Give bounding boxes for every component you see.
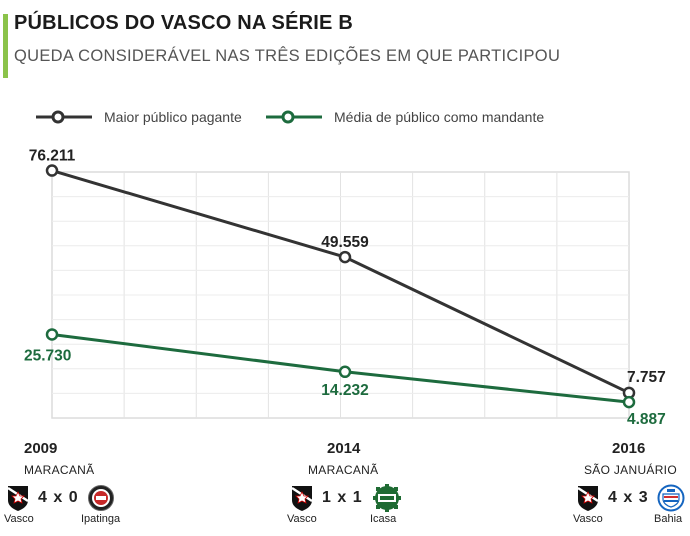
point-avg-2014: [338, 365, 352, 379]
score-2014: 1 x 1: [322, 489, 363, 506]
ipatinga-crest-icon: [87, 485, 114, 511]
page-title: PÚBLICOS DO VASCO NA SÉRIE B: [14, 12, 353, 34]
x-tick-2016: 2016: [612, 440, 646, 457]
page-subtitle: QUEDA CONSIDERÁVEL NAS TRÊS EDIÇÕES EM Q…: [14, 47, 561, 65]
chart-data-labels: 76.211 49.559 7.757 25.730 14.232 4.887: [24, 148, 666, 429]
data-label-max-2009: 76.211: [29, 148, 76, 165]
match-2009: 4 x 0: [6, 483, 115, 513]
legend-item-max: Maior público pagante: [36, 107, 242, 127]
home-team-2009: Vasco: [4, 513, 34, 525]
home-team-2014: Vasco: [287, 513, 317, 525]
score-2016: 4 x 3: [608, 489, 649, 506]
score-2009: 4 x 0: [38, 489, 79, 506]
data-label-avg-2009: 25.730: [24, 347, 71, 364]
line-chart: 76.211 49.559 7.757 25.730 14.232 4.887: [24, 148, 666, 429]
title-accent-bar: [3, 14, 8, 78]
point-avg-2009: [45, 328, 59, 341]
icasa-crest-icon: [372, 484, 401, 512]
legend-item-avg: Média de público como mandante: [266, 107, 544, 127]
point-max-2014: [338, 250, 352, 264]
legend-swatch-max: [36, 110, 92, 124]
point-max-2009: [45, 164, 59, 177]
data-label-avg-2016: 4.887: [627, 411, 666, 428]
vasco-crest-icon: [291, 486, 313, 511]
data-label-avg-2014: 14.232: [321, 382, 368, 399]
x-tick-2014: 2014: [327, 440, 361, 457]
data-label-max-2016: 7.757: [627, 369, 666, 386]
vasco-crest-icon: [7, 486, 29, 511]
bahia-crest-icon: [657, 484, 685, 512]
vasco-crest-icon: [577, 486, 599, 511]
legend-label-max: Maior público pagante: [104, 109, 242, 125]
legend-swatch-avg: [266, 110, 322, 124]
legend-label-avg: Média de público como mandante: [334, 109, 545, 125]
data-label-max-2014: 49.559: [321, 234, 369, 251]
away-team-2014: Icasa: [370, 513, 397, 525]
match-2016: 4 x 3: [576, 483, 685, 513]
venue-2009: MARACANÃ: [24, 463, 95, 477]
point-avg-2016: [622, 395, 636, 409]
chart-points: [45, 164, 636, 409]
venue-2016: SÃO JANUÁRIO: [584, 463, 677, 477]
match-2014: 1 x 1: [290, 483, 403, 513]
venue-2014: MARACANÃ: [308, 463, 379, 477]
away-team-2009: Ipatinga: [81, 513, 121, 525]
x-tick-2009: 2009: [24, 440, 58, 457]
home-team-2016: Vasco: [573, 513, 603, 525]
away-team-2016: Bahia: [654, 513, 683, 525]
